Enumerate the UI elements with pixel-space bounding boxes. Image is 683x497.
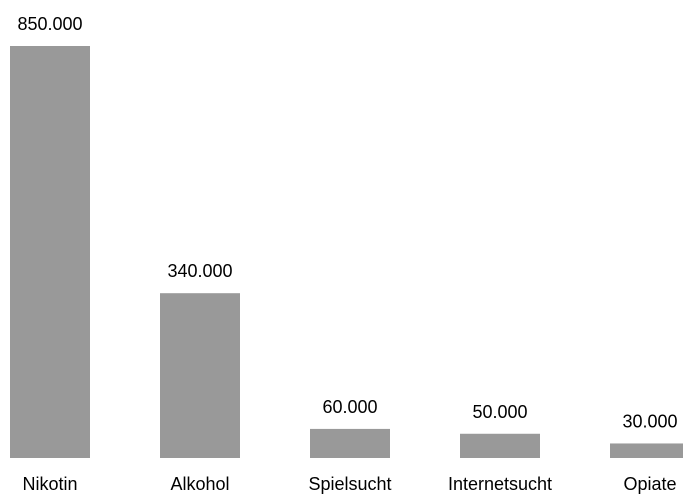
value-label-spielsucht: 60.000 <box>322 397 377 417</box>
bar-opiate <box>610 443 683 458</box>
value-label-opiate: 30.000 <box>622 411 677 431</box>
bars-group <box>10 46 683 458</box>
category-labels-group: Nikotin Alkohol Spielsucht Internetsucht Opi… <box>22 474 676 494</box>
bar-spielsucht <box>310 428 390 458</box>
bar-nikotin <box>10 46 90 458</box>
category-label-alkohol: Alkohol <box>170 474 229 494</box>
category-label-nikotin: Nikotin <box>22 474 77 494</box>
bar-alkohol <box>160 293 240 458</box>
category-label-opiate: Opiate <box>623 474 676 494</box>
category-label-internetsucht: Internetsucht <box>448 474 552 494</box>
value-label-internetsucht: 50.000 <box>472 402 527 422</box>
category-label-spielsucht: Spielsucht <box>308 474 391 494</box>
value-label-alkohol: 340.000 <box>167 261 232 281</box>
value-label-nikotin: 850.000 <box>17 14 82 34</box>
value-labels-group: 850.000 340.000 60.000 50.000 30.000 <box>17 14 677 431</box>
bar-internetsucht <box>460 433 540 458</box>
